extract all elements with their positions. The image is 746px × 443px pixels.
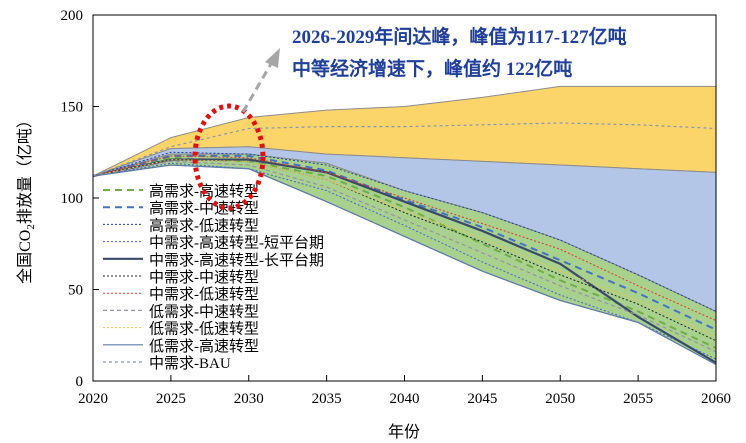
x-tick-label: 2035 — [312, 391, 342, 407]
series-line-1 — [92, 154, 717, 331]
legend-label: 中需求-BAU — [149, 355, 231, 372]
legend-label: 中需求-低速转型 — [149, 286, 259, 303]
annotation-arrow — [241, 61, 274, 113]
legend-label: 中需求-高速转型-长平台期 — [149, 252, 324, 269]
peak-highlight-circle — [192, 103, 266, 211]
x-tick-label: 2040 — [390, 391, 420, 407]
legend-label: 高需求-低速转型 — [149, 217, 259, 234]
legend-label: 低需求-低速转型 — [149, 321, 259, 338]
x-tick-label: 2045 — [467, 391, 497, 407]
legend-label: 中需求-高速转型-短平台期 — [149, 235, 324, 252]
legend-label: 低需求-中速转型 — [149, 303, 259, 320]
series-line-6 — [92, 155, 717, 322]
legend-label: 高需求-中速转型 — [149, 200, 259, 217]
x-tick-label: 2050 — [545, 391, 575, 407]
y-axis-label: 全国CO2排放量（亿吨） — [16, 112, 37, 284]
y-tick-label: 50 — [68, 283, 83, 299]
x-axis-label: 年份 — [388, 423, 420, 441]
x-tick-label: 2060 — [701, 391, 731, 407]
y-tick-label: 100 — [61, 191, 84, 207]
x-tick-label: 2025 — [156, 391, 186, 407]
series-line-2 — [92, 151, 717, 312]
y-tick-label: 150 — [61, 100, 84, 116]
arrow-head-icon — [265, 48, 280, 68]
x-tick-label: 2055 — [623, 391, 653, 407]
y-tick-label: 0 — [76, 374, 84, 390]
y-tick-label: 200 — [61, 8, 84, 24]
x-tick-label: 2020 — [78, 391, 108, 407]
annotation-peak-medium: 中等经济增速下，峰值约 122亿吨 — [292, 59, 573, 80]
series-line-9 — [92, 164, 717, 366]
legend-label: 低需求-高速转型 — [149, 338, 259, 355]
x-tick-label: 2030 — [234, 391, 264, 407]
legend-label: 中需求-中速转型 — [149, 269, 259, 286]
series-line-3 — [92, 162, 717, 360]
series-line-10 — [92, 122, 717, 177]
annotation-peak-range: 2026-2029年间达峰，峰值为117-127亿吨 — [292, 27, 627, 48]
